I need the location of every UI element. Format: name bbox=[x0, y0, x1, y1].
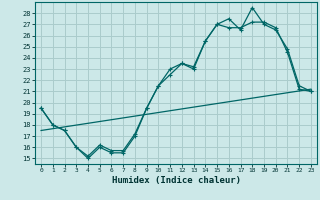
X-axis label: Humidex (Indice chaleur): Humidex (Indice chaleur) bbox=[111, 176, 241, 185]
